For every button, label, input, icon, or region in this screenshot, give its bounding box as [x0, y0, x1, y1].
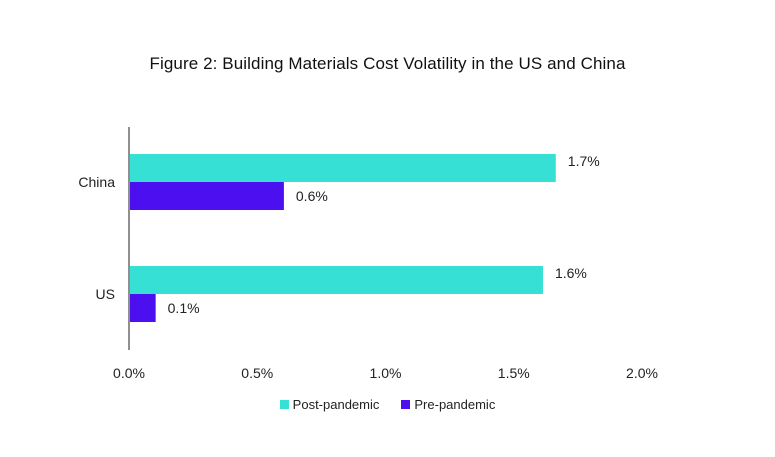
data-label-us-pre-pandemic: 0.1%	[168, 300, 200, 316]
legend-label-pre-pandemic: Pre-pandemic	[414, 397, 496, 412]
data-label-us-post-pandemic: 1.6%	[555, 265, 587, 281]
chart-title: Figure 2: Building Materials Cost Volati…	[149, 54, 626, 73]
bar-china-post-pandemic	[130, 154, 556, 182]
bar-us-post-pandemic	[130, 266, 543, 294]
bar-china-pre-pandemic	[130, 182, 284, 210]
x-tick-label: 2.0%	[626, 365, 658, 381]
chart-legend: Post-pandemic Pre-pandemic	[0, 397, 775, 412]
bar-us-pre-pandemic	[130, 294, 156, 322]
x-tick-label: 1.5%	[498, 365, 530, 381]
x-tick-label: 0.0%	[113, 365, 145, 381]
category-label-us: US	[96, 286, 115, 302]
data-label-china-pre-pandemic: 0.6%	[296, 188, 328, 204]
legend-label-post-pandemic: Post-pandemic	[292, 397, 380, 412]
category-label-china: China	[78, 174, 115, 190]
x-tick-label: 1.0%	[370, 365, 402, 381]
legend-swatch-pre-pandemic	[401, 400, 411, 409]
legend-swatch-post-pandemic	[279, 400, 289, 409]
legend-item-post-pandemic: Post-pandemic	[279, 397, 380, 412]
data-label-china-post-pandemic: 1.7%	[568, 153, 600, 169]
x-tick-label: 0.5%	[241, 365, 273, 381]
legend-item-pre-pandemic: Pre-pandemic	[401, 397, 495, 412]
